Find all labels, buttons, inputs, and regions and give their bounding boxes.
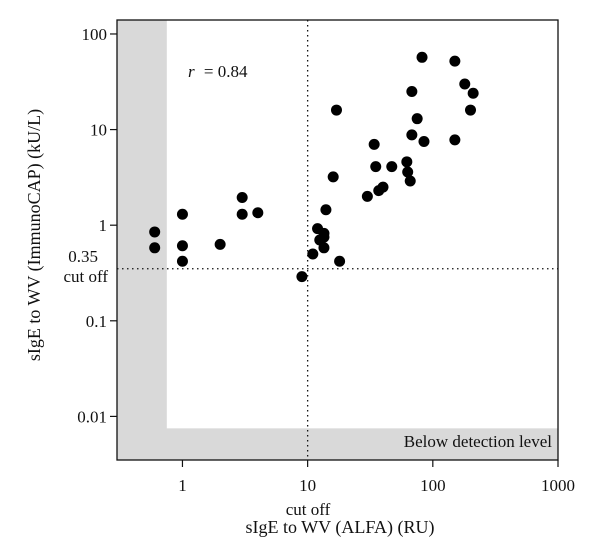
y-cutoff-label: cut off (63, 267, 108, 286)
data-point (330, 104, 342, 116)
y-axis-title: sIgE to WV (ImmunoCAP) (kU/L) (24, 109, 45, 361)
data-point (176, 255, 188, 267)
y-tick-label: 0.01 (77, 407, 107, 426)
data-point (416, 51, 428, 63)
cutoff-lines (117, 20, 558, 460)
data-point (406, 129, 418, 141)
plot-frame (116, 19, 559, 461)
below-detection-region (117, 20, 558, 460)
data-point (149, 226, 161, 238)
data-point (361, 190, 373, 202)
data-point (149, 242, 161, 254)
data-point (368, 138, 380, 150)
data-point (386, 161, 398, 173)
data-point (449, 55, 461, 67)
data-point (449, 134, 461, 146)
x-axis: 1 10 100 1000 (178, 460, 575, 495)
data-point (334, 255, 346, 267)
correlation-label: r = 0.84 (188, 62, 248, 81)
y-cutoff-value-label: 0.35 (68, 247, 98, 266)
correlation-symbol: r (188, 62, 195, 81)
y-axis: 0.01 0.1 1 10 100 (77, 25, 117, 426)
data-point (318, 242, 330, 254)
data-point (327, 171, 339, 183)
y-tick-label: 100 (82, 25, 108, 44)
data-point (176, 240, 188, 252)
x-tick-label: 1 (178, 476, 187, 495)
detection-level-label: Below detection level (404, 432, 553, 451)
x-tick-label: 1000 (541, 476, 575, 495)
correlation-value: = 0.84 (204, 62, 248, 81)
data-point (318, 231, 330, 243)
data-point (404, 175, 416, 187)
data-point (236, 208, 248, 220)
data-point (467, 87, 479, 99)
data-point (411, 113, 423, 125)
data-point (176, 208, 188, 220)
y-tick-label: 1 (99, 216, 108, 235)
data-point (418, 136, 430, 148)
data-point (401, 156, 413, 168)
plot-background (117, 20, 558, 460)
data-point (370, 161, 382, 173)
y-tick-label: 0.1 (86, 312, 107, 331)
x-tick-label: 100 (420, 476, 446, 495)
data-points (149, 51, 479, 283)
data-point (296, 271, 308, 283)
data-point (320, 204, 332, 216)
data-point (459, 78, 471, 90)
x-axis-title: sIgE to WV (ALFA) (RU) (246, 517, 435, 538)
data-point (465, 104, 477, 116)
data-point (252, 207, 264, 219)
data-point (377, 181, 389, 193)
x-tick-label: 10 (299, 476, 316, 495)
detection-band-bottom (117, 428, 558, 460)
data-point (214, 238, 226, 250)
y-tick-label: 10 (90, 121, 107, 140)
data-point (402, 166, 414, 178)
data-point (406, 86, 418, 98)
data-point (307, 248, 319, 260)
detection-band-left (117, 20, 167, 460)
data-point (236, 191, 248, 203)
x-cutoff-label: cut off (286, 500, 331, 519)
